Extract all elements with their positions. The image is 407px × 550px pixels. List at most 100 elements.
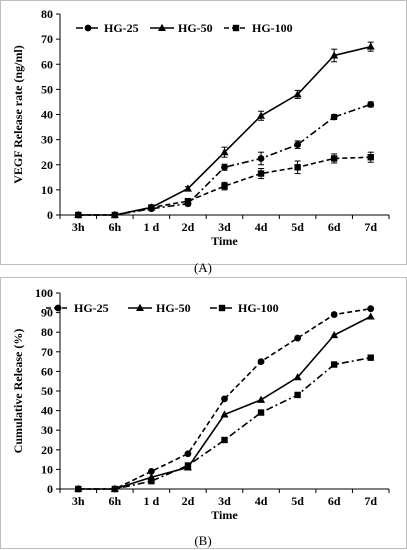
y-tick-label: 20 (41, 158, 53, 172)
data-point (330, 113, 338, 121)
panel-a-frame (0, 0, 407, 265)
y-tick-label: 70 (41, 345, 53, 359)
data-point (367, 305, 375, 313)
y-tick-label: 40 (41, 404, 53, 418)
legend-item: HG-100 (224, 21, 293, 35)
data-point (294, 391, 301, 399)
x-tick-label: 6h (108, 494, 121, 508)
y-tick-label: 80 (41, 7, 53, 21)
y-tick-label: 90 (41, 306, 53, 320)
data-point (257, 409, 265, 416)
data-point (367, 101, 375, 108)
legend-marker (158, 23, 166, 31)
data-point (183, 184, 192, 192)
data-point (257, 170, 265, 177)
data-point (111, 485, 119, 493)
x-tick-label: 5d (291, 220, 304, 234)
data-point (366, 312, 375, 320)
data-point (257, 358, 265, 365)
y-tick-label: 50 (41, 384, 53, 398)
data-point (330, 330, 339, 339)
data-point (75, 211, 82, 219)
y-axis-title: Cumulative Release (%) (11, 329, 25, 454)
legend-item: HG-25 (76, 21, 139, 35)
x-tick-label: 3h (72, 220, 85, 234)
data-point (147, 467, 155, 475)
data-point (366, 42, 375, 50)
chart-b: 0 10 20 30 40 50 60 70 80 90 100 3h 6h 1 d 2d 3d 4d 5d 6d 7… (11, 286, 390, 522)
data-point (293, 373, 302, 381)
legend-item: HG-25 (46, 301, 109, 315)
panel-b-label: (B) (194, 533, 211, 548)
series-line (78, 156, 371, 216)
data-point (148, 204, 155, 211)
data-point (111, 211, 119, 219)
panel-a-label: (A) (194, 260, 212, 275)
y-tick-label: 10 (41, 183, 53, 197)
x-tick-label: 3d (218, 220, 231, 234)
legend-label: HG-50 (156, 301, 191, 315)
legend-marker (136, 303, 144, 311)
y-tick-label: 0 (47, 482, 53, 496)
data-point (220, 147, 229, 156)
panel-b-frame (0, 277, 407, 549)
data-point (221, 163, 228, 171)
legend-item: HG-50 (150, 21, 213, 35)
legend-item: HG-50 (128, 301, 191, 315)
data-point (330, 361, 338, 368)
x-axis-title: Time (211, 234, 238, 248)
legend-item: HG-100 (210, 301, 279, 315)
data-point (221, 182, 228, 190)
data-point (221, 436, 228, 444)
x-tick-label: 6d (328, 220, 341, 234)
data-point (293, 90, 302, 98)
x-tick-label: 6h (108, 220, 121, 234)
x-tick-label: 4d (255, 494, 268, 508)
data-point (184, 462, 192, 469)
data-point (184, 450, 192, 458)
data-point (294, 164, 301, 171)
x-tick-label: 3h (72, 494, 85, 508)
legend-marker (218, 304, 226, 312)
y-tick-label: 20 (41, 443, 53, 457)
x-tick-label: 6d (328, 494, 341, 508)
y-tick-label: 0 (47, 208, 53, 222)
data-point (294, 141, 302, 149)
y-tick-label: 50 (41, 82, 53, 96)
data-point (257, 155, 265, 162)
x-tick-label: 1 d (144, 494, 160, 508)
legend-label: HG-25 (74, 301, 109, 315)
data-point (367, 354, 374, 361)
y-axis-title: VEGF Release rate (ng/ml) (11, 45, 25, 184)
y-tick-label: 100 (35, 286, 53, 300)
data-point (148, 477, 155, 485)
x-tick-label: 1 d (144, 220, 160, 234)
series-line (78, 356, 371, 490)
x-tick-label: 3d (218, 494, 231, 508)
legend-label: HG-50 (178, 21, 213, 35)
legend-label: HG-100 (238, 301, 279, 315)
series-hg-100 (75, 354, 374, 493)
data-point (257, 395, 266, 403)
data-point (294, 334, 302, 342)
y-tick-label: 70 (41, 32, 53, 46)
y-tick-label: 30 (41, 133, 53, 147)
legend-label: HG-25 (104, 21, 139, 35)
series-hg-100 (75, 151, 374, 219)
y-tick-label: 30 (41, 423, 53, 437)
y-tick-label: 80 (41, 325, 53, 339)
x-tick-label: 4d (255, 220, 268, 234)
x-tick-label: 7d (364, 220, 377, 234)
data-point (221, 395, 228, 403)
data-point (184, 197, 192, 205)
chart-a: 0 10 20 30 40 50 60 70 80 3h 6h 1 d 2d 3d 4d 5d 6d 7d Time… (11, 7, 390, 248)
data-point (220, 410, 229, 418)
legend-label: HG-100 (252, 21, 293, 35)
data-point (367, 154, 374, 161)
data-point (330, 311, 338, 318)
data-point (257, 111, 266, 119)
legend-marker (232, 24, 240, 32)
series-line (78, 307, 371, 490)
x-tick-label: 7d (364, 494, 377, 508)
